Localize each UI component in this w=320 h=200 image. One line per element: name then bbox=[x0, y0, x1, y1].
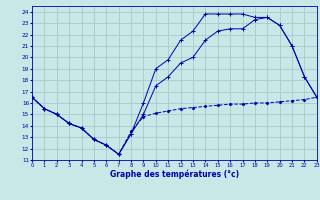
X-axis label: Graphe des températures (°c): Graphe des températures (°c) bbox=[110, 169, 239, 179]
